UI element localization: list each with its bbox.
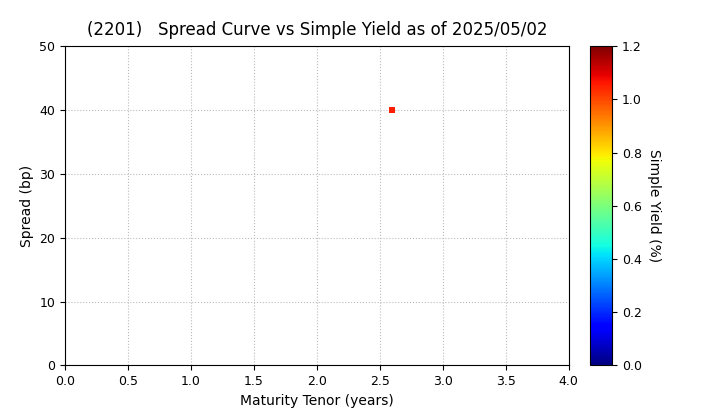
Y-axis label: Simple Yield (%): Simple Yield (%) xyxy=(647,149,661,262)
X-axis label: Maturity Tenor (years): Maturity Tenor (years) xyxy=(240,394,394,408)
Y-axis label: Spread (bp): Spread (bp) xyxy=(19,165,34,247)
Point xyxy=(387,107,398,113)
Title: (2201)   Spread Curve vs Simple Yield as of 2025/05/02: (2201) Spread Curve vs Simple Yield as o… xyxy=(86,21,547,39)
